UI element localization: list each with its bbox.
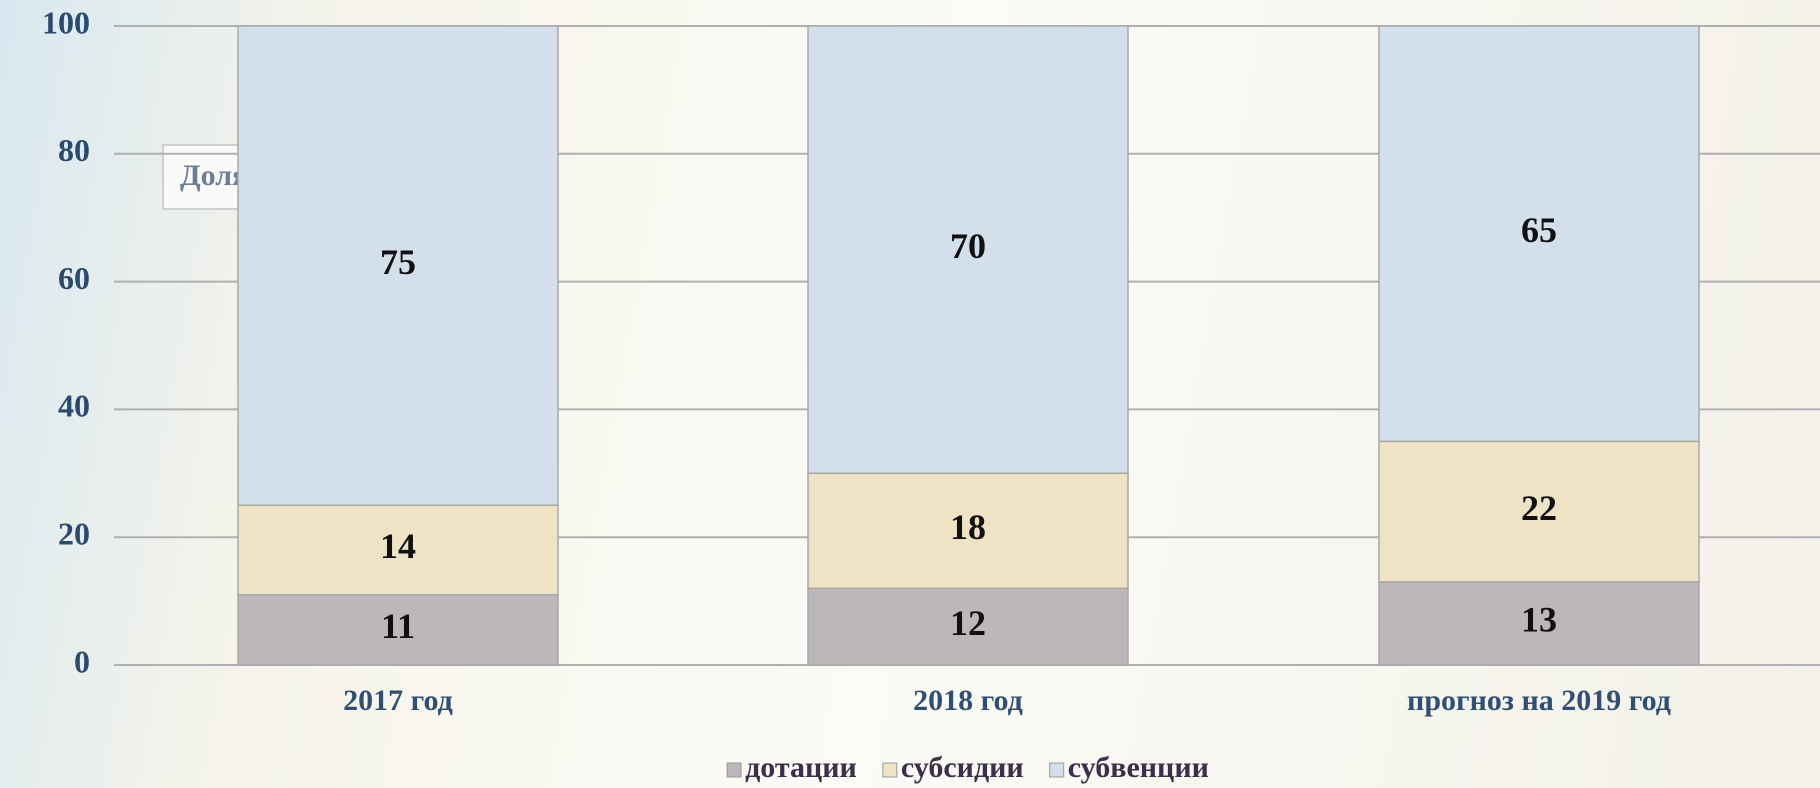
- y-tick-label: 0: [74, 643, 90, 679]
- bar-segment: [807, 587, 1129, 666]
- data-label: 70: [950, 226, 986, 266]
- bar-segment: [1378, 581, 1700, 666]
- data-label: 18: [950, 507, 986, 547]
- legend-swatch: [1049, 762, 1065, 778]
- bar-segment: [237, 593, 559, 666]
- data-label: 75: [380, 242, 416, 282]
- bar-segment: [807, 25, 1129, 475]
- y-tick-label: 80: [58, 132, 90, 168]
- bar-segment: [807, 472, 1129, 590]
- data-label: 12: [950, 603, 986, 643]
- x-tick-label: прогноз на 2019 год: [1407, 684, 1671, 717]
- data-label: 22: [1521, 488, 1557, 528]
- bar-segment: [1378, 440, 1700, 583]
- x-tick-label: 2017 год: [343, 684, 453, 717]
- y-tick-label: 40: [58, 388, 90, 424]
- y-tick-label: 60: [58, 260, 90, 296]
- y-tick-label: 100: [42, 4, 90, 40]
- legend-swatch: [726, 762, 742, 778]
- bar-segment: [1378, 25, 1700, 443]
- y-tick-label: 20: [58, 516, 90, 552]
- x-tick-label: 2018 год: [913, 684, 1023, 717]
- bar-segment: [237, 504, 559, 596]
- data-label: 13: [1521, 600, 1557, 640]
- legend-label: субвенции: [1068, 751, 1209, 784]
- legend-label: субсидии: [901, 751, 1024, 784]
- legend-label: дотации: [745, 751, 857, 784]
- data-label: 14: [380, 526, 416, 566]
- data-label: 65: [1521, 210, 1557, 250]
- data-label: 11: [381, 606, 415, 646]
- legend-swatch: [882, 762, 898, 778]
- bar-segment: [237, 25, 559, 506]
